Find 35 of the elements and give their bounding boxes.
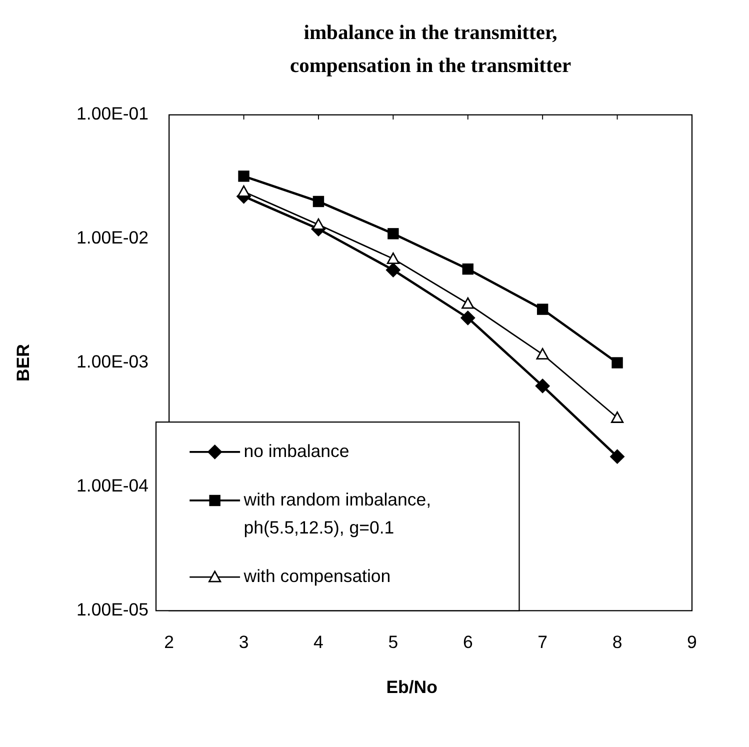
- y-tick-label: 1.00E-01: [76, 104, 149, 124]
- point: [312, 218, 325, 230]
- point: [238, 170, 250, 182]
- point: [610, 411, 624, 423]
- point: [610, 449, 625, 464]
- point: [536, 348, 549, 360]
- x-tick-label: 2: [164, 632, 174, 652]
- legend-label: with random imbalance, ph(5.5,12.5), g=0.1: [242, 489, 432, 538]
- point: [312, 196, 324, 208]
- legend-label: with compensation: [242, 566, 391, 586]
- point: [536, 304, 548, 315]
- point: [462, 263, 474, 275]
- y-axis-title: BER: [13, 344, 34, 382]
- x-tick-label: 5: [388, 632, 398, 652]
- point: [237, 185, 250, 197]
- x-tick-label: 8: [612, 632, 622, 652]
- x-tick-label: 9: [687, 632, 698, 652]
- x-tick-label: 7: [538, 632, 548, 652]
- y-tick-label: 1.00E-03: [76, 351, 149, 372]
- point: [388, 228, 399, 240]
- x-tick-label: 3: [238, 632, 249, 652]
- chart-title: imbalance in the transmitter, compensation in the transmitter: [290, 22, 572, 77]
- y-tick-label: 1.00E-05: [76, 599, 149, 620]
- x-tick-label: 6: [462, 632, 473, 652]
- legend-label: no imbalance: [244, 440, 350, 461]
- point: [535, 378, 550, 394]
- point: [460, 310, 476, 326]
- point: [612, 357, 623, 368]
- point: [386, 252, 400, 264]
- y-tick-label: 1.00E-02: [76, 227, 149, 248]
- point: [462, 297, 474, 309]
- point: [386, 262, 401, 278]
- x-tick-label: 4: [314, 632, 324, 652]
- y-tick-label: 1.00E-04: [76, 475, 149, 496]
- x-axis-title: Eb/No: [386, 676, 438, 697]
